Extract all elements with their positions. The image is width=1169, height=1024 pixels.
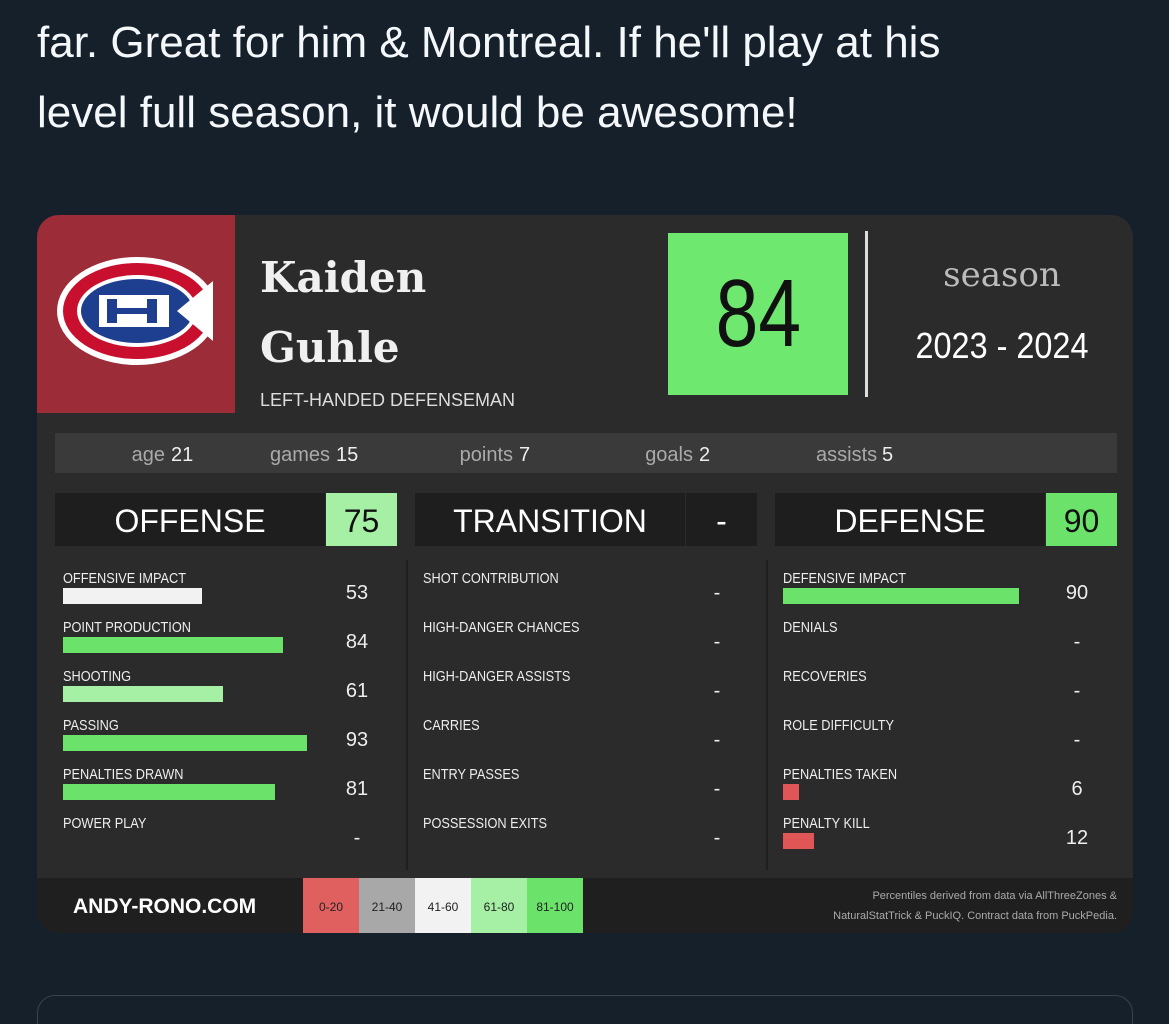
stat-label: games [270, 444, 331, 466]
metric-name: PASSING [63, 717, 119, 734]
legend-swatch [415, 878, 471, 933]
metric-value: 61 [345, 680, 369, 702]
metric-value: 93 [345, 729, 369, 751]
stat-label: age [131, 444, 165, 466]
stat-value: 2 [699, 444, 711, 466]
metric-name: DENIALS [783, 619, 838, 636]
metric-bar [783, 833, 815, 849]
metric-name: ENTRY PASSES [423, 766, 520, 783]
metric-bar [783, 588, 1019, 604]
metric-name: RECOVERIES [783, 668, 867, 685]
stats-bar [55, 433, 1117, 473]
legend-label: 81-100 [536, 900, 574, 914]
legend-label: 41-60 [427, 900, 459, 914]
position: LEFT-HANDED DEFENSEMAN [260, 390, 516, 410]
metric-name: HIGH-DANGER CHANCES [423, 619, 580, 636]
metric-value: - [1073, 729, 1081, 751]
metric-bar [63, 588, 202, 604]
player-card: Kaiden Guhle LEFT-HANDED DEFENSEMAN 84 s… [37, 215, 1133, 933]
metric-bar [63, 735, 307, 751]
metric-name: POINT PRODUCTION [63, 619, 191, 636]
stat-label: assists [816, 444, 878, 466]
section-title: OFFENSE [114, 503, 266, 539]
stat-value: 15 [336, 444, 359, 466]
metric-value: - [1073, 631, 1081, 653]
legend-label: 0-20 [318, 900, 344, 914]
legend-swatch [359, 878, 415, 933]
metric-value: - [713, 729, 721, 751]
stat-value: 7 [519, 444, 531, 466]
divider [865, 231, 868, 397]
section-title: DEFENSE [834, 503, 986, 539]
legend-swatch [303, 878, 359, 933]
legend-swatch [527, 878, 583, 933]
stat-value: 5 [882, 444, 894, 466]
metric-value: - [713, 582, 721, 604]
section-title: TRANSITION [453, 503, 647, 539]
metric-value: 12 [1065, 827, 1089, 849]
section-score: 90 [1063, 503, 1100, 539]
tweet-text: far. Great for him & Montreal. If he'll … [37, 18, 941, 67]
stat-value: 21 [171, 444, 194, 466]
metric-value: - [1073, 680, 1081, 702]
metric-value: - [713, 778, 721, 800]
metric-value: 81 [345, 778, 369, 800]
legend-swatch [471, 878, 527, 933]
legend-label: 61-80 [483, 900, 515, 914]
metric-name: SHOOTING [63, 668, 132, 685]
section-score-box [686, 493, 757, 546]
metric-name: CARRIES [423, 717, 480, 734]
credits-line: Percentiles derived from data via AllThr… [872, 890, 1117, 902]
stat-label: goals [645, 444, 693, 466]
section-score: 75 [343, 503, 380, 539]
section-header [775, 493, 1045, 546]
stat-label: points [459, 444, 513, 466]
divider [766, 560, 768, 870]
last-name: Guhle [260, 323, 400, 372]
metric-name: HIGH-DANGER ASSISTS [423, 668, 571, 685]
first-name: Kaiden [260, 253, 427, 302]
divider [406, 560, 408, 870]
credits-line: NaturalStatTrick & PuckIQ. Contract data… [833, 910, 1117, 922]
metric-value: 53 [345, 582, 369, 604]
section-header [55, 493, 325, 546]
metric-value: 84 [345, 631, 369, 653]
team-logo [37, 215, 235, 413]
metric-value: 6 [1071, 778, 1083, 800]
overall-box: 84 [668, 233, 848, 395]
legend-label: 21-40 [371, 900, 403, 914]
metric-name: POWER PLAY [63, 815, 147, 832]
overall-score: 84 [715, 260, 801, 367]
metric-name: ROLE DIFFICULTY [783, 717, 894, 734]
season-label: season [943, 255, 1061, 295]
metric-bar [63, 686, 223, 702]
metric-value: 90 [1065, 582, 1089, 604]
metric-value: - [713, 827, 721, 849]
site-name: ANDY-RONO.COM [73, 895, 257, 918]
metric-name: OFFENSIVE IMPACT [63, 570, 187, 587]
metric-name: PENALTIES TAKEN [783, 766, 898, 783]
metric-name: POSSESSION EXITS [423, 815, 548, 832]
section-score-box [1046, 493, 1117, 546]
section-score: - [716, 503, 727, 539]
tweet-text: level full season, it would be awesome! [37, 88, 798, 137]
section-header [415, 493, 685, 546]
metric-bar [63, 784, 276, 800]
next-card [37, 995, 1133, 1024]
metric-name: PENALTY KILL [783, 815, 870, 832]
metric-bar [63, 637, 284, 653]
metric-name: SHOT CONTRIBUTION [423, 570, 559, 587]
metric-value: - [713, 631, 721, 653]
footer [37, 878, 1133, 933]
metric-bar [783, 784, 799, 800]
metric-name: DEFENSIVE IMPACT [783, 570, 907, 587]
season-value: 2023 - 2024 [915, 325, 1089, 366]
metric-value: - [353, 827, 361, 849]
section-score-box [326, 493, 397, 546]
metric-name: PENALTIES DRAWN [63, 766, 184, 783]
metric-value: - [713, 680, 721, 702]
